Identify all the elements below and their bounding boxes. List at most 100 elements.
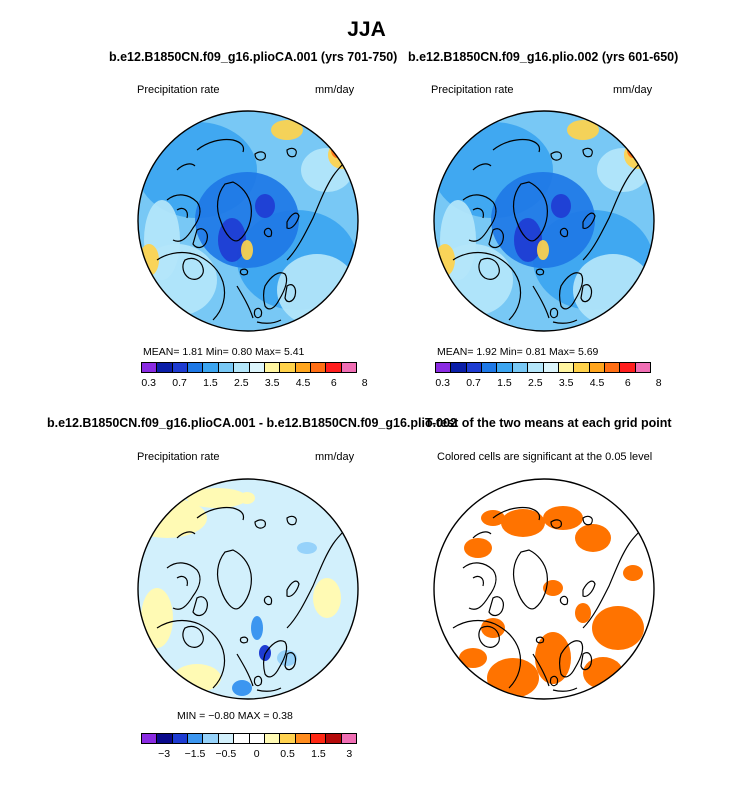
coastline (216, 181, 252, 242)
significant-cell-region (592, 606, 644, 650)
colorbar-swatch (310, 363, 327, 372)
coastline (550, 519, 562, 529)
colorbar-swatch (188, 363, 204, 372)
colorbar-swatch (157, 363, 173, 372)
coastline (286, 529, 346, 629)
map-boundary (433, 478, 655, 700)
colorbar-tick-label: 8 (361, 377, 368, 389)
panel-4-note: Colored cells are significant at the 0.0… (437, 451, 653, 463)
significant-cell-region (575, 524, 611, 552)
difference-contour (251, 616, 263, 640)
difference-contour (297, 542, 317, 554)
significant-cell-region (501, 509, 545, 537)
colorbar-tick-label: 0.3 (435, 377, 451, 389)
coastline (452, 251, 522, 321)
coastline (176, 163, 196, 171)
coastline (472, 163, 492, 171)
coastline (549, 307, 559, 319)
coastline (176, 531, 196, 539)
colorbar-tick-label: 1.5 (203, 377, 218, 389)
colorbar-swatch (234, 363, 250, 372)
colorbar-swatch (635, 363, 651, 372)
panel-3-colorbar-ticks: −3 −1.5 −0.5 0 0.5 1.5 3 (141, 748, 357, 762)
colorbar-tick-label: 2.5 (233, 377, 249, 389)
colorbar-swatch (203, 734, 219, 743)
colorbar-swatch (482, 363, 498, 372)
colorbar-swatch (249, 734, 265, 743)
coastline (535, 268, 545, 276)
colorbar-tick-label: 6 (330, 377, 337, 389)
colorbar-swatch (451, 363, 467, 372)
coastline (532, 285, 578, 324)
map-field (138, 479, 358, 699)
precip-contour (573, 254, 653, 326)
coastline (559, 227, 569, 238)
coastline (492, 506, 541, 521)
precip-contour (255, 194, 275, 218)
precip-contour (537, 240, 549, 260)
coastline (462, 562, 504, 617)
coastline (512, 181, 548, 242)
coastline (472, 531, 492, 539)
colorbar-swatch (589, 363, 605, 372)
coastline (182, 257, 204, 280)
coastline (478, 625, 500, 648)
colorbar-tick-label: 4.5 (589, 377, 605, 389)
significant-cell-region (487, 658, 539, 698)
panel-2-stats: MEAN= 1.92 Min= 0.81 Max= 5.69 (437, 346, 599, 358)
panel-2-title: b.e12.B1850CN.f09_g16.plio.002 (yrs 601-… (408, 50, 679, 64)
colorbar-tick-label: 0.5 (280, 748, 295, 760)
coastline (582, 580, 596, 597)
coastline (254, 151, 266, 161)
map-boundary (137, 478, 359, 700)
colorbar-tick-label: 0.7 (466, 377, 481, 389)
colorbar-swatch (604, 363, 621, 372)
coastline (284, 284, 297, 303)
coastline (262, 640, 288, 678)
coastline (216, 549, 252, 610)
panel-1-colorbar-ticks: 0.3 0.7 1.5 2.5 3.5 4.5 6 8 (141, 377, 367, 391)
significant-cell-region (459, 648, 487, 668)
main-title: JJA (347, 18, 386, 41)
precip-contour (241, 240, 253, 260)
significant-cell-region (543, 506, 583, 530)
colorbar-tick-label: 3 (346, 748, 353, 760)
colorbar-tick-label: 0.3 (141, 377, 157, 389)
coastline (582, 212, 596, 229)
precip-contour (567, 120, 599, 140)
colorbar-swatch (574, 363, 590, 372)
colorbar-tick-label: −0.5 (215, 748, 237, 760)
colorbar-swatch (436, 363, 452, 372)
panel-1-units-label: mm/day (315, 84, 355, 96)
coastline (236, 653, 282, 692)
coastline (196, 506, 245, 521)
colorbar-swatch (620, 363, 636, 372)
panel-4-polar-map (433, 478, 655, 700)
coastline (532, 653, 578, 692)
difference-contour (239, 492, 255, 504)
panel-1-stats: MEAN= 1.81 Min= 0.80 Max= 5.41 (143, 346, 305, 358)
coastline (286, 515, 297, 526)
panel-3-polar-map (137, 478, 359, 700)
panel-3-colorbar (141, 733, 357, 744)
colorbar-swatch (543, 363, 559, 372)
colorbar-swatch (203, 363, 219, 372)
panel-3-units-label: mm/day (315, 451, 355, 463)
coastline (286, 161, 346, 261)
colorbar-swatch (280, 734, 296, 743)
precip-contour (277, 254, 357, 326)
panel-1-polar-map (137, 110, 359, 332)
colorbar-swatch (295, 734, 311, 743)
colorbar-swatch (172, 363, 189, 372)
panel-1-colorbar (141, 362, 357, 373)
coastline (286, 147, 297, 158)
coastline (478, 257, 500, 280)
panel-3-variable-label: Precipitation rate (137, 451, 220, 463)
panel-2-variable-label: Precipitation rate (431, 84, 514, 96)
colorbar-tick-label: 3.5 (264, 377, 280, 389)
coastline (535, 636, 545, 644)
precip-contour (551, 194, 571, 218)
panel-3-title: b.e12.B1850CN.f09_g16.plioCA.001 - b.e12… (47, 416, 457, 430)
coastline (253, 307, 263, 319)
colorbar-swatch (326, 734, 342, 743)
